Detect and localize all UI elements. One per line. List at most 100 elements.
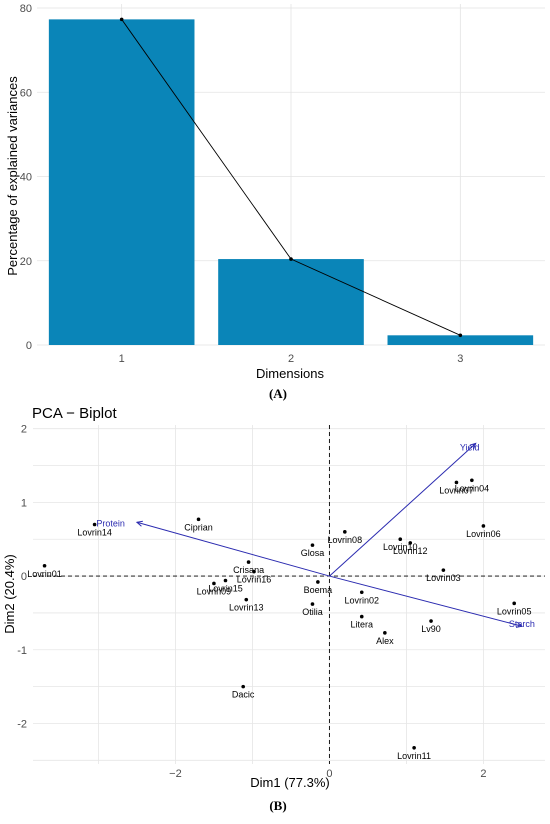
biplot-point-label: Lovrin02 [344, 595, 379, 605]
scree-line-point [119, 17, 124, 22]
biplot-variable-label: Yield [460, 442, 480, 452]
biplot-point [441, 568, 446, 572]
biplot-point-label: Lovrin08 [328, 535, 363, 545]
biplot-vector [329, 443, 477, 577]
biplot-point [316, 580, 320, 584]
biplot-point-label: Lovrin03 [426, 573, 461, 583]
scree-bars [48, 19, 534, 346]
biplot-y-tick-label: -1 [17, 645, 27, 657]
biplot-point [310, 543, 315, 547]
biplot-point-label: Lovrin07 [439, 485, 474, 495]
scree-x-axis-title: Dimensions [256, 366, 324, 381]
biplot-x-axis-title: Dim1 (77.3%) [250, 775, 329, 790]
biplot-point-label: Lovrin11 [397, 751, 431, 761]
biplot-x-ticks: −2 0 2 [169, 768, 486, 780]
biplot-point [212, 581, 216, 586]
scree-line-point [289, 257, 293, 261]
biplot-vectors: Yield Protein Starch [96, 442, 535, 629]
biplot-y-tick-label: 1 [21, 497, 27, 509]
biplot-y-tick-label: 0 [21, 571, 27, 583]
biplot-y-tick-label: -2 [17, 718, 27, 730]
biplot-grid [33, 425, 545, 764]
biplot-y-axis-title: Dim2 (20.4%) [2, 554, 17, 633]
panel-a-label: (A) [269, 386, 287, 401]
scree-y-tick-label: 80 [20, 3, 32, 15]
biplot-vector [329, 575, 523, 627]
scree-y-tick-label: 60 [20, 87, 32, 99]
biplot-point-label: Lovrin12 [393, 546, 428, 556]
biplot-vector [136, 521, 330, 577]
biplot-vector-arrowhead [469, 442, 477, 450]
biplot-y-tick-label: 2 [21, 424, 27, 436]
biplot-title: PCA − Biplot [32, 405, 117, 422]
biplot-point-label: Lv90 [421, 624, 441, 634]
panel-b-label: (B) [269, 798, 286, 813]
biplot-point-label: Lovrin06 [466, 529, 501, 539]
biplot-point [470, 478, 474, 483]
biplot-y-ticks: -2 -1 0 1 2 [17, 424, 27, 731]
biplot-point [42, 563, 47, 568]
biplot-point-label: Boema [304, 585, 333, 595]
biplot-point [92, 522, 97, 527]
biplot-point [359, 614, 364, 619]
biplot-point-label: Alex [376, 636, 394, 646]
biplot-vector-arrowhead [135, 520, 143, 527]
biplot-variable-label: Starch [509, 619, 535, 629]
scree-plot: 0 20 40 60 80 1 2 3 Dimensions Percentage of e… [5, 3, 545, 401]
biplot-point-label: Otilia [302, 607, 323, 617]
biplot-point-label: Lovrin15 [208, 583, 243, 593]
biplot-point [196, 517, 201, 522]
biplot-point-label: Ciprian [184, 522, 213, 532]
biplot-point [429, 619, 433, 623]
biplot-point [454, 480, 459, 485]
biplot-point-label: Lovrin05 [497, 606, 532, 616]
scree-bar [387, 335, 534, 345]
biplot-point [310, 602, 315, 606]
biplot-reference-lines [33, 425, 545, 764]
biplot-variable-label: Protein [96, 518, 125, 528]
biplot-point-label: Lovrin16 [237, 575, 272, 585]
biplot-point [512, 601, 517, 606]
biplot-point [223, 578, 228, 583]
scree-line-point [458, 333, 463, 338]
biplot-point [412, 745, 416, 750]
scree-bar [48, 19, 195, 346]
biplot-point [408, 541, 413, 545]
scree-bar [218, 259, 364, 345]
scree-x-tick-label: 1 [119, 353, 125, 365]
biplot-point [241, 684, 245, 689]
biplot-points: Lovrin01Lovrin14CiprianCrisanaLovrin16Lo… [27, 478, 532, 761]
biplot-x-tick-label: −2 [169, 768, 182, 780]
scree-y-tick-label: 0 [26, 340, 32, 352]
biplot-point-label: Lovrin13 [229, 603, 264, 613]
biplot-x-tick-label: 2 [480, 768, 486, 780]
scree-x-ticks: 1 2 3 [119, 353, 464, 365]
biplot-point [343, 530, 347, 534]
pca-biplot: PCA − Biplot Yield Protein Starch Lovrin01… [2, 405, 545, 813]
biplot-point-label: Crisana [233, 565, 264, 575]
biplot-point [244, 597, 249, 602]
scree-y-ticks: 0 20 40 60 80 [20, 3, 32, 352]
biplot-point [252, 569, 256, 574]
scree-y-axis-title: Percentage of explained variances [5, 76, 20, 276]
scree-y-tick-label: 20 [20, 256, 32, 268]
biplot-point [359, 590, 364, 595]
biplot-point-label: Lovrin14 [77, 527, 112, 537]
scree-line [119, 17, 463, 338]
biplot-point [383, 631, 387, 635]
scree-y-tick-label: 40 [20, 172, 32, 184]
biplot-x-tick-label: 0 [326, 768, 332, 780]
biplot-point-label: Lovrin09 [197, 586, 232, 596]
biplot-point-label: Litera [351, 620, 374, 630]
biplot-point [398, 537, 403, 542]
biplot-point-label: Lovrin04 [455, 483, 490, 493]
biplot-point-label: Dacic [232, 690, 255, 700]
biplot-point-label: Glosa [301, 548, 325, 558]
scree-x-tick-label: 3 [457, 353, 463, 365]
biplot-point-label: Lovrin10 [383, 542, 418, 552]
biplot-point-label: Lovrin01 [27, 569, 62, 579]
scree-x-tick-label: 2 [288, 353, 294, 365]
biplot-point [481, 524, 486, 528]
